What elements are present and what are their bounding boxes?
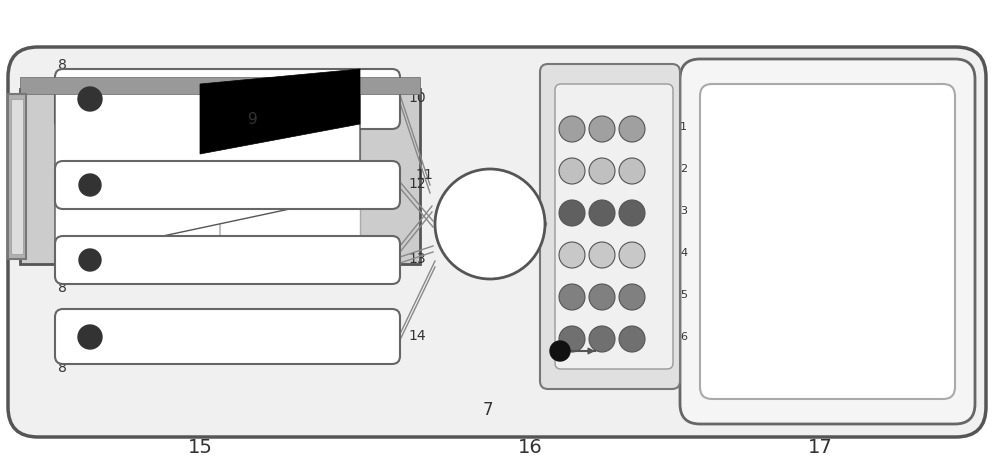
Text: 8: 8: [58, 206, 67, 219]
Bar: [20, 90, 420, 264]
Circle shape: [79, 174, 101, 196]
FancyBboxPatch shape: [8, 48, 986, 437]
Text: 8: 8: [58, 360, 67, 374]
FancyBboxPatch shape: [700, 85, 955, 399]
Text: 5: 5: [680, 289, 687, 299]
Circle shape: [559, 117, 585, 143]
Circle shape: [559, 242, 585, 269]
Text: 17: 17: [808, 437, 832, 457]
Circle shape: [589, 242, 615, 269]
FancyBboxPatch shape: [55, 70, 400, 130]
Circle shape: [559, 326, 585, 352]
Circle shape: [619, 117, 645, 143]
Text: 15: 15: [188, 437, 212, 457]
Text: 8: 8: [58, 58, 67, 72]
Circle shape: [589, 285, 615, 310]
Bar: [8, 95, 26, 259]
Text: 13: 13: [408, 252, 426, 265]
Polygon shape: [55, 90, 360, 259]
Text: 7: 7: [483, 400, 493, 418]
FancyBboxPatch shape: [55, 309, 400, 364]
Circle shape: [619, 159, 645, 185]
Circle shape: [589, 326, 615, 352]
FancyBboxPatch shape: [55, 236, 400, 285]
Bar: [20, 78, 420, 95]
Circle shape: [589, 201, 615, 226]
Circle shape: [559, 201, 585, 226]
Text: 11: 11: [415, 168, 433, 182]
Circle shape: [559, 159, 585, 185]
Circle shape: [79, 249, 101, 271]
Text: 16: 16: [518, 437, 542, 457]
Text: 6: 6: [680, 331, 687, 341]
Text: 14: 14: [408, 328, 426, 342]
Circle shape: [619, 242, 645, 269]
FancyBboxPatch shape: [555, 85, 673, 369]
FancyBboxPatch shape: [540, 65, 680, 389]
Text: 10: 10: [408, 91, 426, 105]
FancyBboxPatch shape: [55, 162, 400, 210]
Bar: [55, 100, 360, 254]
Circle shape: [589, 159, 615, 185]
Text: 12: 12: [408, 177, 426, 190]
Text: 3: 3: [680, 206, 687, 216]
Circle shape: [559, 285, 585, 310]
Circle shape: [78, 325, 102, 349]
FancyBboxPatch shape: [680, 60, 975, 424]
Text: 2: 2: [680, 164, 687, 174]
Text: 4: 4: [680, 247, 687, 257]
Circle shape: [619, 201, 645, 226]
Circle shape: [435, 170, 545, 280]
Circle shape: [589, 117, 615, 143]
Text: 8: 8: [58, 280, 67, 294]
Circle shape: [619, 285, 645, 310]
Circle shape: [550, 341, 570, 361]
Polygon shape: [200, 70, 360, 155]
Text: 9: 9: [248, 112, 258, 127]
Text: 1: 1: [680, 122, 687, 132]
Circle shape: [78, 88, 102, 112]
Bar: [11, 100, 23, 254]
Circle shape: [619, 326, 645, 352]
